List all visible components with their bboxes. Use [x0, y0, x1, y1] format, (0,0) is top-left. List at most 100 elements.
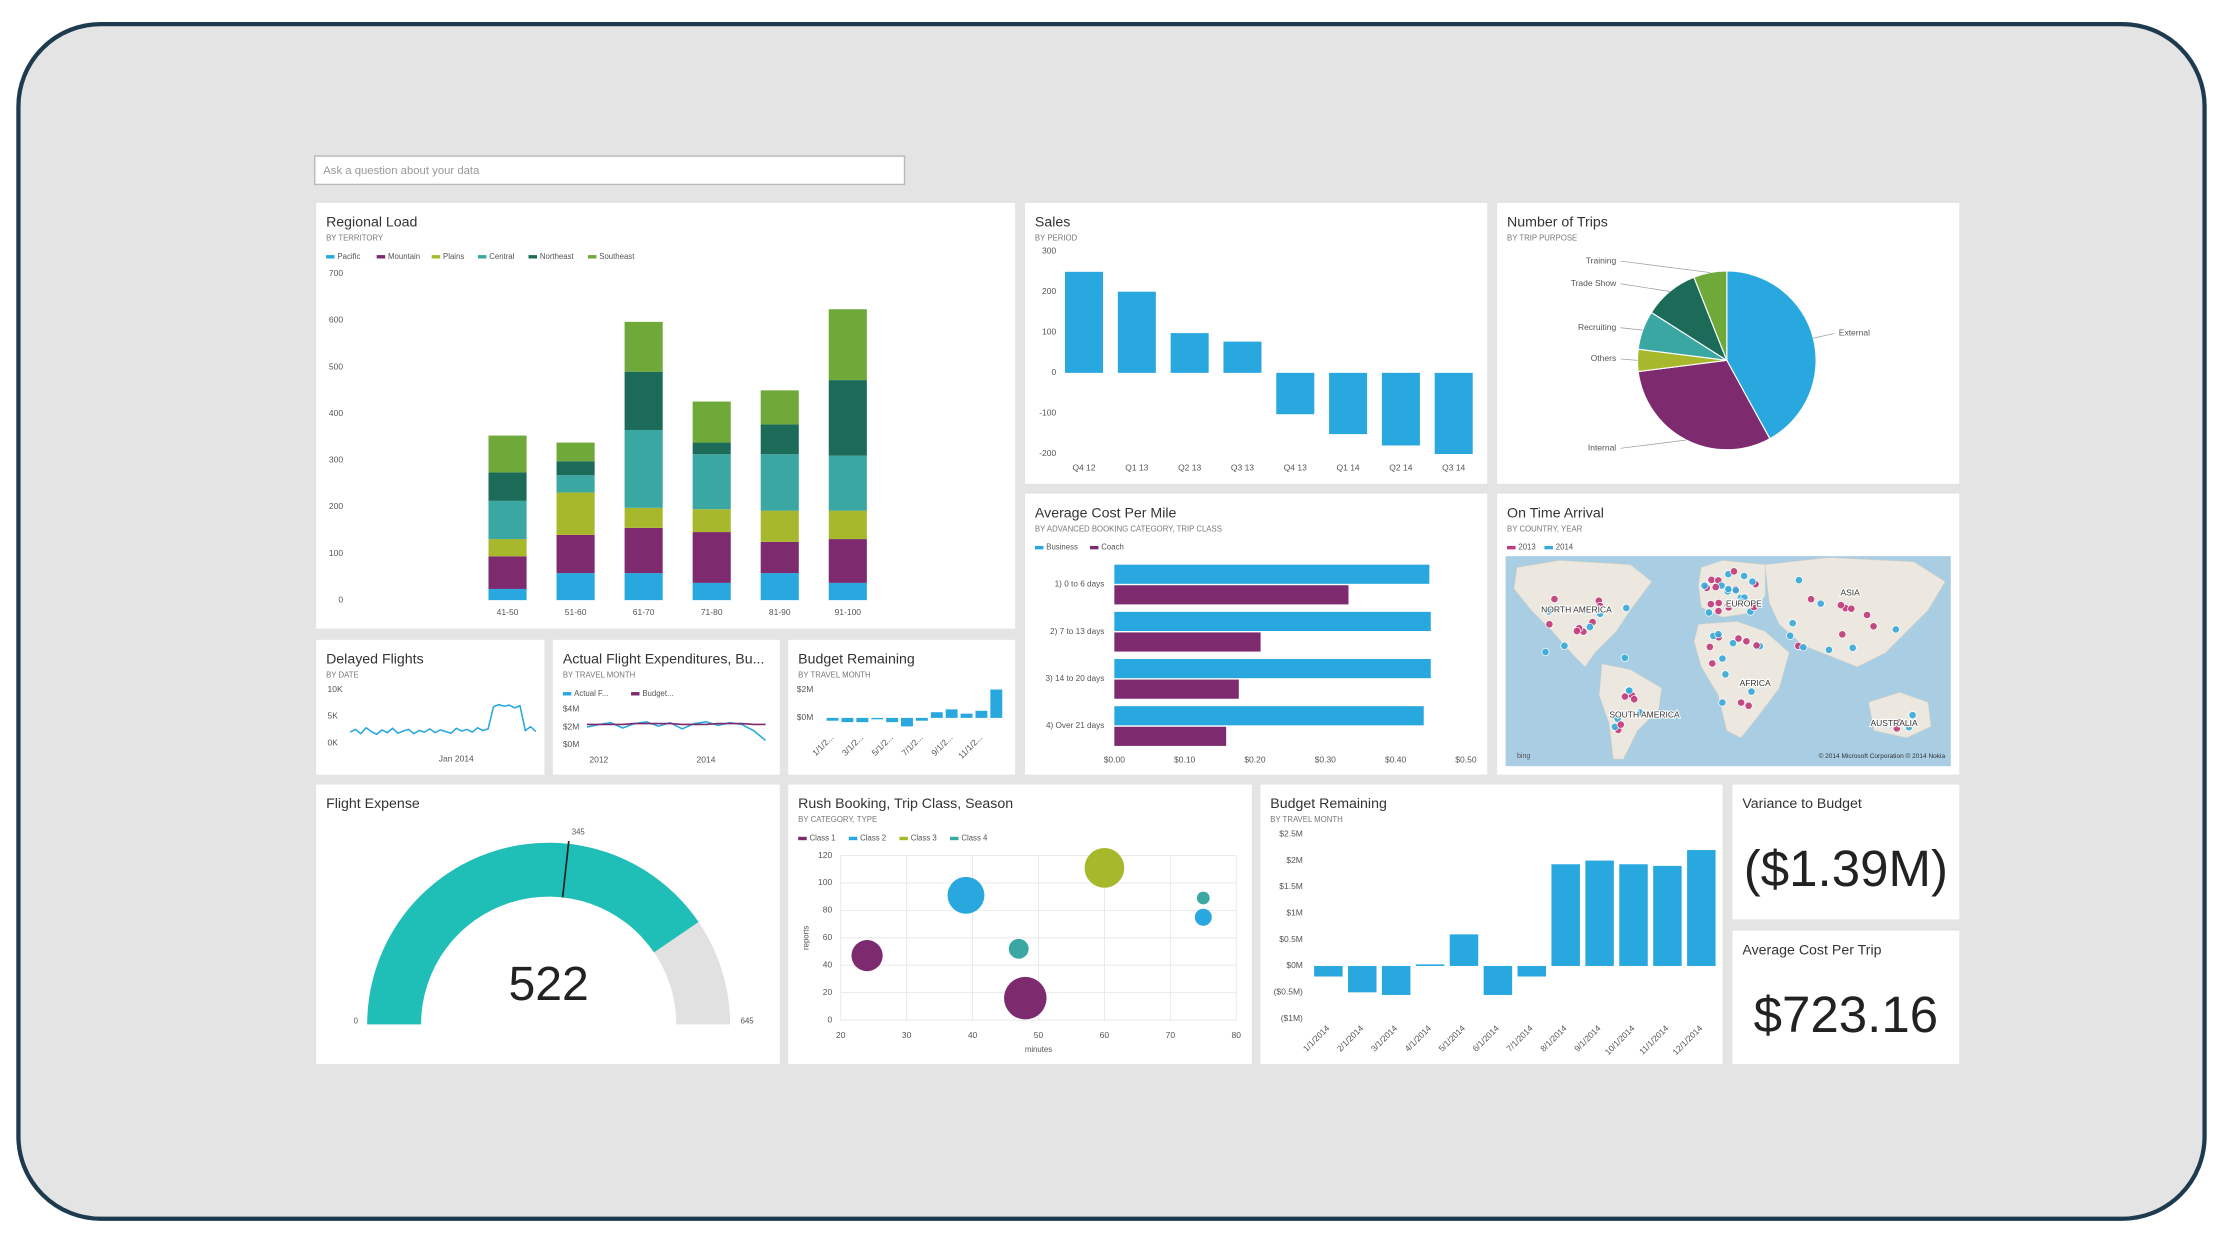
bubble [1196, 891, 1210, 905]
legend-swatch [587, 255, 597, 259]
bar-segment [828, 582, 867, 601]
y-tick-label: 20 [823, 987, 833, 997]
tile [788, 784, 1252, 1065]
bar [1314, 965, 1343, 977]
tile-title: Rush Booking, Trip Class, Season [798, 796, 1013, 812]
gauge-value [367, 842, 699, 1025]
bar-segment [692, 442, 731, 455]
y-tick-label: 10K [327, 684, 342, 694]
y-tick-label: 200 [329, 501, 343, 511]
y-tick-label: 300 [1042, 245, 1056, 255]
legend-label: Mountain [388, 252, 420, 261]
gauge-value-label: 522 [508, 957, 588, 1011]
leader-line [1620, 283, 1670, 292]
map-dot [1847, 604, 1856, 613]
map-dot [1721, 670, 1730, 679]
bubble [1084, 847, 1125, 888]
leader-line [1813, 333, 1835, 339]
tile-subtitle: BY TRAVEL MONTH [1270, 815, 1342, 824]
tile-subtitle: BY COUNTRY, YEAR [1507, 524, 1583, 533]
bar [1170, 333, 1209, 373]
legend-swatch [376, 255, 386, 259]
tile-title: Variance to Budget [1742, 796, 1862, 812]
bar [1114, 564, 1430, 584]
legend-swatch [1507, 545, 1516, 550]
tile-title: Budget Remaining [1270, 796, 1387, 812]
map-dot [1869, 622, 1878, 631]
bar-segment [760, 541, 799, 574]
x-tick-label: 70 [1166, 1030, 1176, 1040]
bar [1434, 372, 1473, 455]
x-tick-label: $0.20 [1244, 755, 1266, 765]
legend-swatch [477, 255, 487, 259]
y-tick-label: $2.5M [1279, 828, 1303, 838]
legend-label: Actual F... [574, 689, 608, 698]
map-land [1764, 557, 1946, 668]
x-tick-label: Q4 13 [1284, 462, 1307, 472]
legend-label: Budget... [642, 689, 673, 698]
x-tick-label: $0.00 [1104, 755, 1126, 765]
bar-segment [760, 424, 799, 455]
bar-segment [624, 371, 663, 430]
map-dot [1724, 584, 1733, 594]
line [586, 722, 766, 726]
x-tick-label: 2014 [697, 755, 716, 765]
line [349, 703, 537, 736]
map-label: ASIA [1840, 587, 1860, 597]
map-land [1868, 692, 1932, 739]
map-dot [1620, 653, 1629, 662]
tile [316, 202, 1016, 629]
map-dot [1794, 576, 1803, 585]
map-dot [1788, 619, 1797, 628]
map-dot [1714, 607, 1723, 616]
bar [1114, 632, 1261, 652]
map-dot [1891, 625, 1900, 634]
map-dot [1616, 720, 1625, 729]
tile-title: Flight Expense [326, 796, 420, 812]
map-dot [1704, 608, 1713, 617]
legend-swatch [1034, 545, 1044, 550]
leader-line [1620, 260, 1711, 273]
slice-label: Internal [1588, 443, 1616, 453]
search-placeholder[interactable]: Ask a question about your data [323, 165, 480, 177]
map-dot [1731, 586, 1740, 595]
bar-segment [556, 534, 595, 574]
y-axis-label: reports [802, 926, 811, 950]
kpi-value: ($1.39M) [1744, 840, 1948, 897]
map-dot [1718, 654, 1727, 663]
map-dot [1550, 595, 1559, 604]
x-tick-label: 81-90 [769, 607, 791, 617]
bar-segment [488, 588, 527, 601]
bar-segment [488, 472, 527, 501]
map-dot [1622, 603, 1631, 613]
bar-segment [692, 532, 731, 583]
x-tick-label: Q3 14 [1442, 462, 1465, 472]
bar [1449, 934, 1479, 966]
bar-segment [692, 509, 731, 533]
y-tick-label: 0 [1051, 367, 1056, 377]
x-tick-label: $0.10 [1174, 755, 1196, 765]
bar [1065, 271, 1104, 373]
pie-slice [1637, 359, 1771, 451]
legend-label: Class 2 [860, 834, 886, 843]
search-box[interactable] [314, 155, 906, 186]
map-dot [1635, 708, 1644, 717]
bubble [1004, 976, 1047, 1020]
tile-title: Average Cost Per Mile [1035, 505, 1177, 521]
map-dot [1596, 601, 1605, 611]
map-dot [1824, 645, 1833, 654]
x-tick-label: 51-60 [565, 607, 587, 617]
y-tick-label: 100 [329, 548, 343, 558]
bar-segment [828, 309, 867, 381]
tile-title: Average Cost Per Trip [1742, 942, 1881, 958]
map-dot [1585, 622, 1594, 632]
map-dot [1863, 610, 1872, 619]
legend-label: 2013 [1518, 543, 1535, 552]
map-dot [1737, 597, 1746, 606]
x-tick-label: 20 [836, 1030, 846, 1040]
tile-subtitle: BY TRAVEL MONTH [563, 670, 635, 679]
bar [1276, 372, 1315, 415]
map-dot [1706, 600, 1715, 609]
map-dot [1740, 571, 1749, 580]
